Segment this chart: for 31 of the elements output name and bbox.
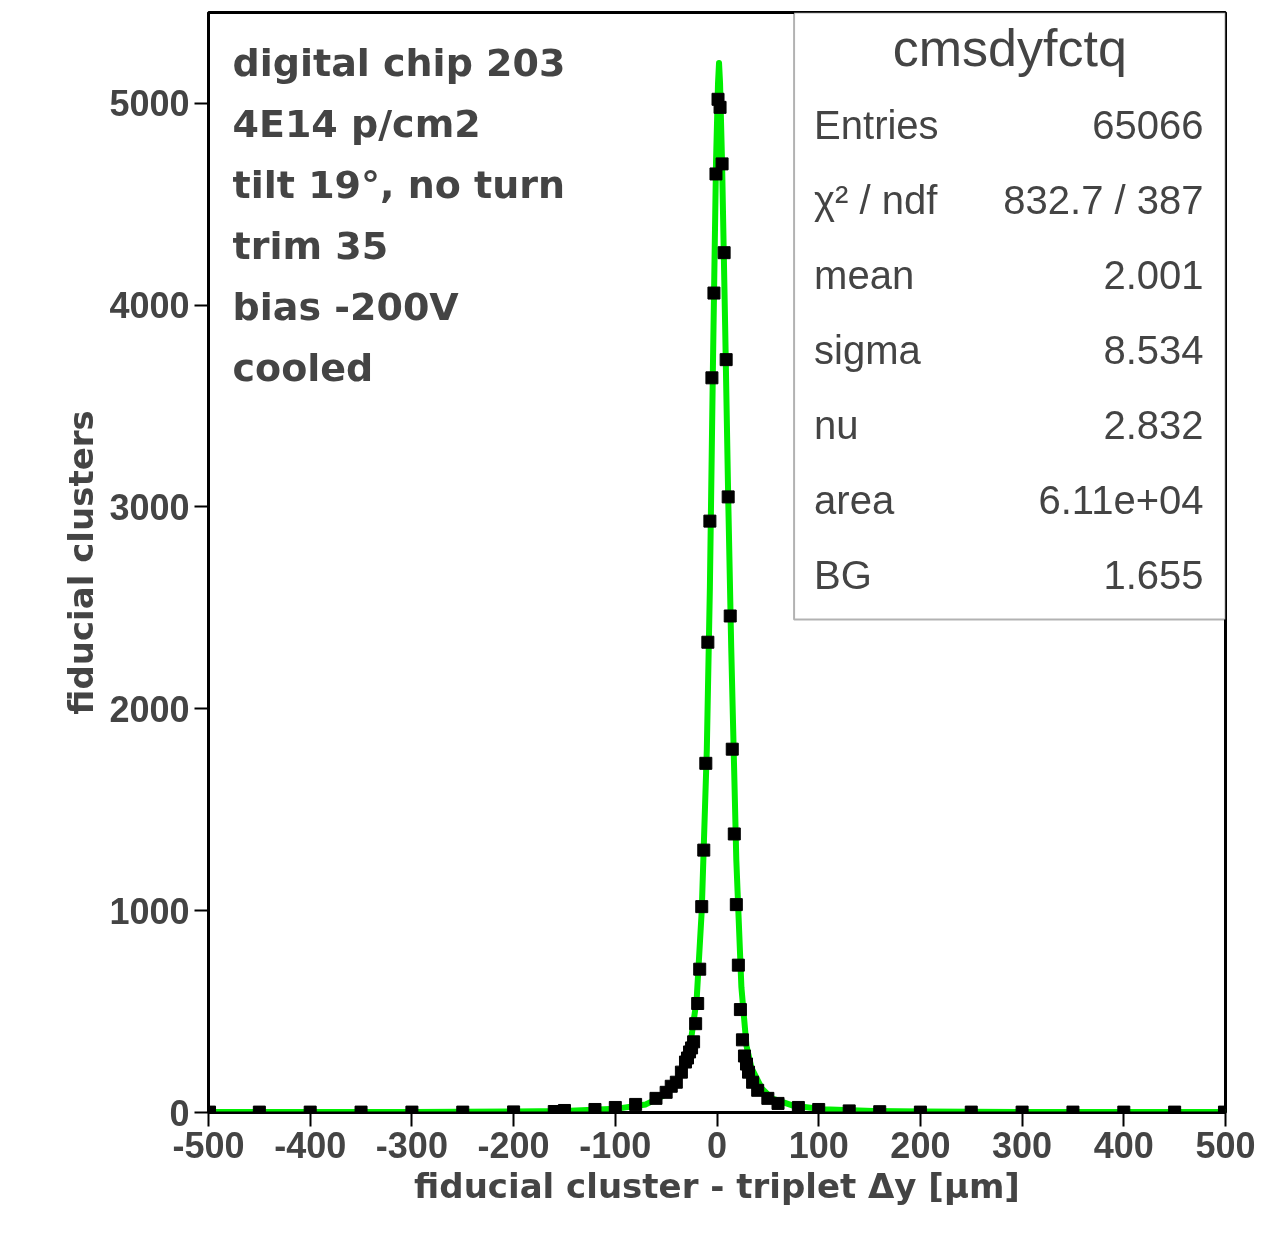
x-tick-label: -400 [274,1124,347,1166]
annotation: trim 35 [232,223,389,268]
annotation: bias -200V [232,284,460,329]
text: χ² / ndf 832.7 / 387 [814,177,1204,222]
text: sigma 8.534 [814,327,1204,372]
x-tick-label: 0 [706,1124,728,1166]
x-tick-label: 200 [890,1124,951,1166]
x-tick-label: 300 [992,1124,1053,1166]
y-tick-label: 5000 [109,83,190,125]
y-axis-title: fiducial clusters [61,410,102,715]
text: area 6.11e+04 [814,477,1204,522]
text: mean 2.001 [814,252,1204,297]
x-axis-title: fiducial cluster - triplet Δy [μm] [414,1165,1020,1206]
annotation: digital chip 203 [232,40,566,85]
chart-title: cmsdyfctq [892,18,1127,77]
x-tick-label: 400 [1093,1124,1154,1166]
x-tick-label: 500 [1195,1124,1256,1166]
x-tick-label: -300 [375,1124,448,1166]
y-tick-label: 2000 [109,688,190,730]
y-tick-label: 3000 [109,487,190,528]
annotation: tilt 19°, no turn [232,162,566,207]
y-tick-label: 4000 [109,285,190,327]
text: BG 1.655 [814,552,1204,597]
x-tick-label: 100 [788,1124,849,1166]
x-tick-label: -200 [477,1124,550,1166]
y-tick-label: 1000 [109,890,190,932]
annotation: cooled [232,345,374,390]
x-tick-label: -100 [579,1124,652,1166]
annotation: 4E14 p/cm2 [232,101,481,146]
text: nu 2.832 [814,402,1204,447]
text: Entries 65066 [814,102,1204,147]
